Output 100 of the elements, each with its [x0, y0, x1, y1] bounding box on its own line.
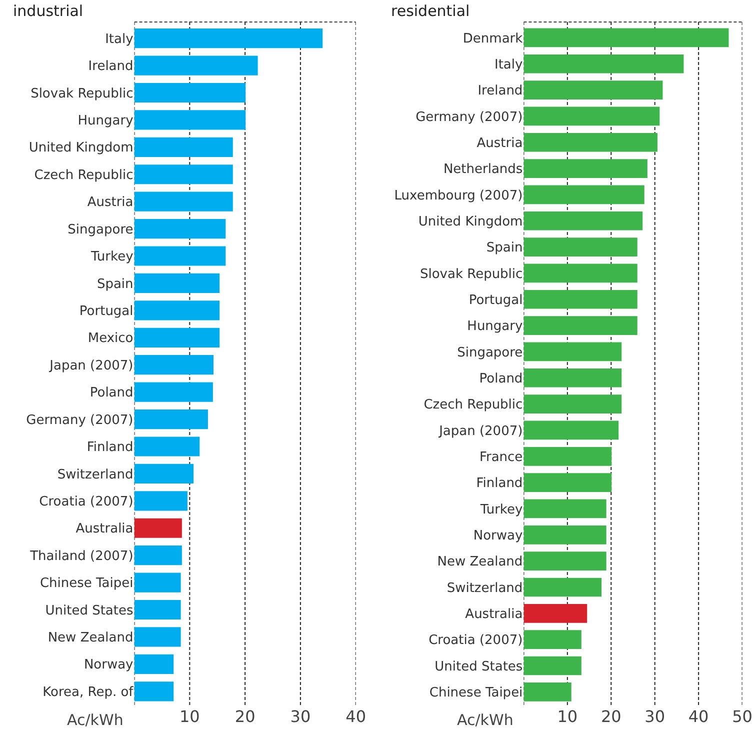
bar [134, 654, 174, 674]
y-tick-label: Ireland [88, 59, 134, 74]
bar [524, 342, 622, 362]
x-tick-label: 50 [732, 707, 752, 726]
y-tick-label: Norway [473, 528, 523, 544]
y-tick-label: New Zealand [48, 630, 134, 646]
bar [524, 394, 622, 414]
y-tick-label: Spain [96, 276, 134, 292]
x-tick-label: 10 [557, 707, 578, 726]
bar [134, 110, 246, 130]
bar [524, 159, 648, 178]
y-tick-label: France [479, 450, 523, 465]
y-tick-label: Portugal [468, 292, 523, 308]
y-tick-label: Australia [465, 606, 523, 622]
bar [134, 28, 323, 48]
y-tick-label: Austria [87, 195, 134, 210]
x-tick-label: 40 [688, 707, 709, 726]
y-tick-label: Singapore [68, 222, 134, 238]
y-tick-label: United Kingdom [28, 140, 134, 156]
y-tick-label: Thailand (2007) [29, 548, 134, 564]
y-tick-label: Norway [84, 658, 134, 673]
y-tick-label: Japan (2007) [438, 424, 523, 439]
bar [524, 211, 643, 230]
bar [524, 420, 619, 440]
bar [524, 368, 622, 388]
bar [524, 499, 606, 518]
chart-title: industrial [13, 2, 84, 20]
bar [134, 137, 233, 157]
bar [524, 316, 638, 335]
bar [524, 604, 588, 623]
bar [524, 185, 644, 204]
y-tick-label: Chinese Taipei [429, 685, 523, 700]
y-tick-label: Poland [479, 371, 523, 386]
bar [134, 518, 182, 538]
y-tick-label: Hungary [78, 114, 134, 129]
bar [134, 464, 194, 484]
x-tick-label: 10 [179, 707, 200, 726]
y-tick-label: Switzerland [446, 580, 523, 596]
bar [524, 54, 684, 74]
y-tick-label: United States [45, 603, 134, 618]
chart-title: residential [391, 2, 470, 20]
y-tick-label: Turkey [479, 502, 523, 518]
y-tick-label: Denmark [462, 31, 524, 46]
bar [524, 473, 612, 492]
bar [524, 446, 612, 466]
bar [134, 56, 258, 76]
x-tick-label: 20 [234, 707, 256, 726]
bar [524, 525, 606, 544]
y-tick-label: Croatia (2007) [39, 494, 134, 510]
x-tick-label: 40 [346, 707, 366, 726]
y-tick-label: Croatia (2007) [428, 633, 523, 648]
y-tick-label: Singapore [457, 345, 523, 360]
y-tick-label: Spain [486, 240, 523, 256]
x-tick-label: 20 [600, 707, 622, 726]
bar [524, 80, 663, 100]
bar [134, 436, 200, 456]
y-tick-label: Netherlands [443, 162, 523, 178]
bar [524, 132, 658, 152]
y-tick-label: Italy [105, 32, 134, 47]
y-tick-label: Czech Republic [424, 398, 523, 413]
bar [134, 219, 226, 239]
bar [134, 409, 208, 430]
x-tick-label: 30 [290, 707, 311, 726]
x-tick-label: 30 [644, 707, 666, 726]
y-tick-label: Germany (2007) [416, 110, 523, 125]
y-tick-label: Italy [494, 57, 523, 72]
bar [134, 600, 181, 620]
y-tick-label: Ireland [478, 84, 523, 99]
y-tick-label: Austria [476, 136, 523, 151]
y-tick-label: Finland [476, 476, 523, 492]
y-tick-label: Luxembourg (2007) [394, 188, 523, 204]
y-tick-label: Slovak Republic [420, 266, 523, 282]
bar [524, 264, 638, 283]
bar [524, 106, 660, 126]
bar [524, 290, 638, 309]
y-tick-label: Portugal [79, 304, 134, 319]
y-tick-label: United Kingdom [418, 214, 523, 230]
y-tick-label: Korea, Rep. of [42, 684, 134, 700]
bar [134, 164, 233, 184]
bar [134, 546, 182, 566]
y-tick-label: United States [434, 659, 523, 674]
bar [134, 355, 214, 375]
bar [524, 630, 582, 649]
y-tick-label: New Zealand [437, 554, 523, 570]
bar [134, 273, 220, 294]
bar [134, 300, 220, 320]
y-tick-label: Germany (2007) [26, 412, 134, 428]
bar [134, 328, 220, 348]
y-tick-label: Hungary [467, 319, 523, 334]
y-tick-label: Czech Republic [34, 168, 134, 183]
bar [524, 578, 602, 597]
bar [524, 656, 582, 676]
bar [524, 238, 638, 256]
y-tick-label: Australia [76, 522, 134, 537]
bar [134, 491, 188, 511]
y-tick-label: Japan (2007) [48, 358, 134, 374]
y-tick-label: Poland [90, 386, 134, 401]
y-tick-label: Turkey [90, 250, 134, 265]
y-tick-label: Switzerland [57, 467, 134, 482]
y-tick-label: Slovak Republic [30, 86, 134, 102]
